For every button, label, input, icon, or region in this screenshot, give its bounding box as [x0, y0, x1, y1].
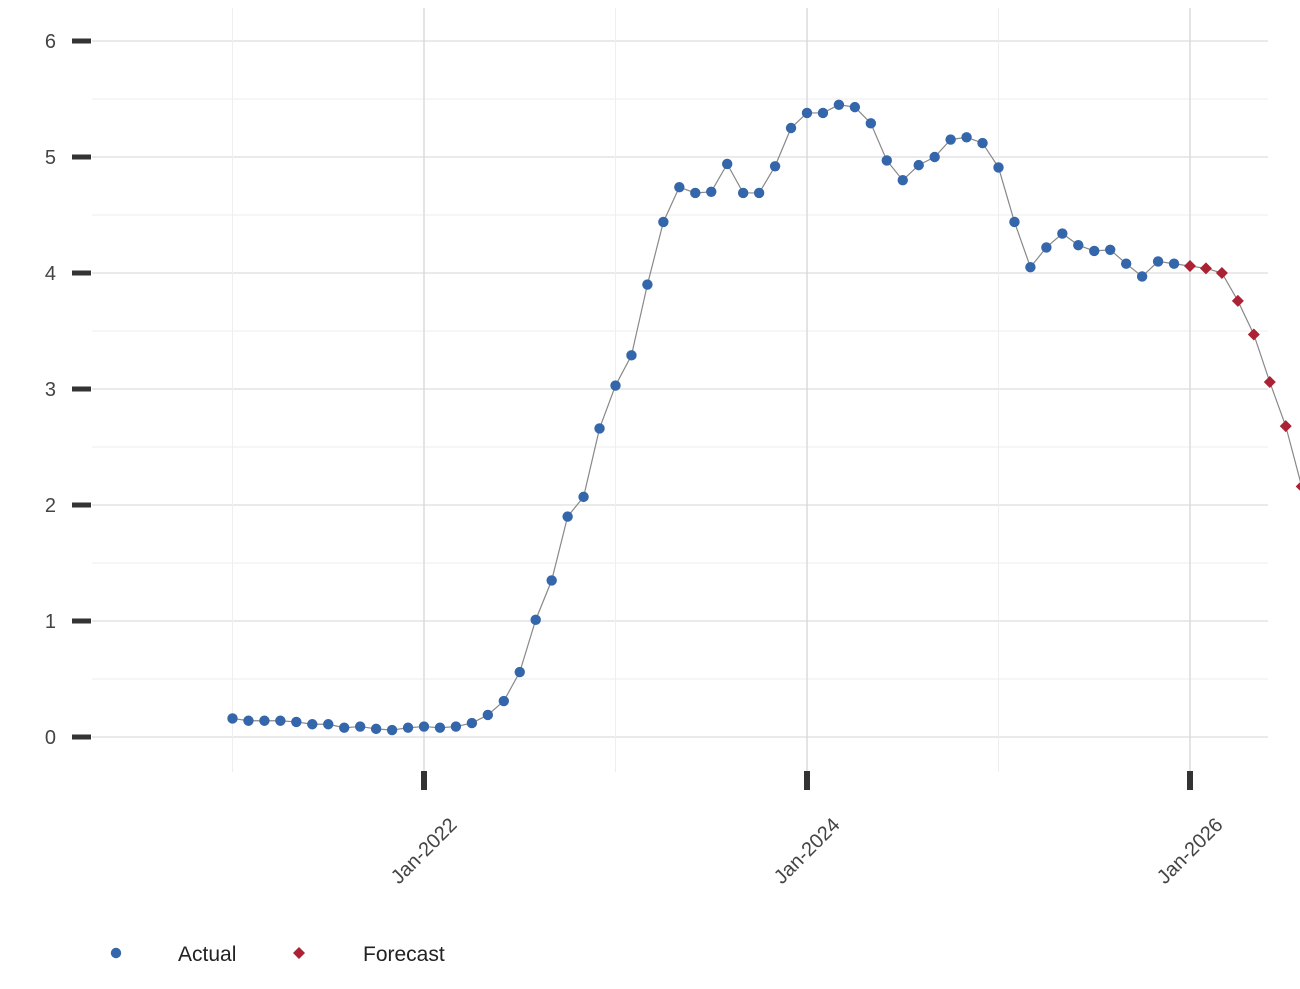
actual-point — [1009, 217, 1019, 227]
legend-forecast-marker — [293, 947, 305, 959]
actual-point — [1089, 246, 1099, 256]
actual-point — [387, 725, 397, 735]
actual-point — [1073, 240, 1083, 250]
actual-point — [1121, 259, 1131, 269]
actual-point — [371, 724, 381, 734]
actual-point — [1105, 245, 1115, 255]
actual-point — [674, 182, 684, 192]
data-points — [227, 100, 1300, 736]
actual-point — [706, 187, 716, 197]
actual-point — [259, 716, 269, 726]
x-tick-mark — [804, 771, 810, 790]
y-tick-mark — [72, 39, 91, 44]
y-tick-label: 3 — [45, 379, 56, 401]
actual-point — [403, 723, 413, 733]
forecast-point — [1248, 328, 1260, 340]
y-tick-label: 5 — [45, 147, 56, 169]
forecast-point — [1184, 260, 1196, 272]
y-tick-mark — [72, 155, 91, 160]
legend-actual-marker — [111, 948, 121, 958]
y-tick-label: 0 — [45, 727, 56, 749]
actual-point — [562, 511, 572, 521]
actual-point — [929, 152, 939, 162]
actual-point — [451, 721, 461, 731]
actual-point — [722, 159, 732, 169]
actual-point — [945, 134, 955, 144]
actual-point — [1041, 242, 1051, 252]
axes: 0 1 2 3 4 5 6 Jan-2022 Jan-2024 Jan-2026 — [45, 31, 1228, 889]
actual-point — [866, 118, 876, 128]
legend-label: Actual — [178, 943, 236, 966]
forecast-point — [1280, 420, 1292, 432]
actual-point — [770, 161, 780, 171]
actual-point — [531, 615, 541, 625]
forecast-point — [1216, 267, 1228, 279]
actual-point — [1137, 271, 1147, 281]
actual-point — [275, 716, 285, 726]
actual-point — [483, 710, 493, 720]
x-tick-label: Jan-2026 — [1153, 814, 1228, 889]
forecast-point — [1264, 376, 1276, 388]
x-tick-label: Jan-2024 — [770, 814, 845, 889]
actual-point — [882, 155, 892, 165]
actual-point — [243, 716, 253, 726]
actual-point — [515, 667, 525, 677]
actual-point — [690, 188, 700, 198]
y-tick-label: 2 — [45, 495, 56, 517]
actual-point — [642, 279, 652, 289]
actual-point — [610, 380, 620, 390]
y-tick-mark — [72, 387, 91, 392]
actual-point — [578, 492, 588, 502]
series-path — [233, 105, 1300, 730]
y-tick-label: 6 — [45, 31, 56, 53]
actual-point — [914, 160, 924, 170]
x-tick-label: Jan-2022 — [387, 814, 462, 889]
forecast-point — [1232, 295, 1244, 307]
actual-point — [227, 713, 237, 723]
actual-point — [993, 162, 1003, 172]
actual-point — [961, 132, 971, 142]
y-tick-mark — [72, 619, 91, 624]
actual-point — [307, 719, 317, 729]
actual-point — [419, 721, 429, 731]
actual-point — [594, 423, 604, 433]
x-tick-mark — [1187, 771, 1193, 790]
actual-point — [499, 696, 509, 706]
actual-point — [658, 217, 668, 227]
actual-point — [898, 175, 908, 185]
actual-point — [850, 102, 860, 112]
actual-point — [435, 723, 445, 733]
y-tick-mark — [72, 271, 91, 276]
y-tick-label: 4 — [45, 263, 56, 285]
series-line — [233, 105, 1300, 730]
legend: Actual Forecast — [111, 943, 445, 966]
y-tick-label: 1 — [45, 611, 56, 633]
legend-label: Forecast — [363, 943, 445, 966]
actual-point — [834, 100, 844, 110]
actual-point — [1169, 259, 1179, 269]
actual-point — [738, 188, 748, 198]
actual-point — [1025, 262, 1035, 272]
actual-point — [1057, 228, 1067, 238]
actual-point — [786, 123, 796, 133]
y-tick-mark — [72, 503, 91, 508]
actual-point — [355, 721, 365, 731]
actual-point — [546, 575, 556, 585]
forecast-point — [1296, 480, 1300, 492]
actual-point — [802, 108, 812, 118]
actual-point — [291, 717, 301, 727]
y-tick-mark — [72, 735, 91, 740]
grid — [92, 8, 1268, 772]
actual-point — [467, 718, 477, 728]
actual-point — [626, 350, 636, 360]
x-tick-mark — [421, 771, 427, 790]
actual-point — [754, 188, 764, 198]
actual-point — [977, 138, 987, 148]
actual-point — [818, 108, 828, 118]
actual-point — [323, 719, 333, 729]
actual-point — [339, 723, 349, 733]
actual-point — [1153, 256, 1163, 266]
